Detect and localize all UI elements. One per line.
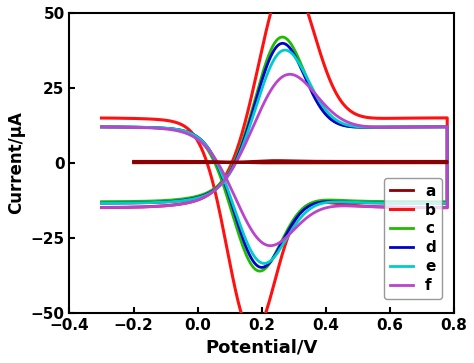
X-axis label: Potential/V: Potential/V [205, 338, 318, 356]
Y-axis label: Current/μA: Current/μA [7, 111, 25, 214]
Legend: a, b, c, d, e, f: a, b, c, d, e, f [384, 178, 442, 299]
